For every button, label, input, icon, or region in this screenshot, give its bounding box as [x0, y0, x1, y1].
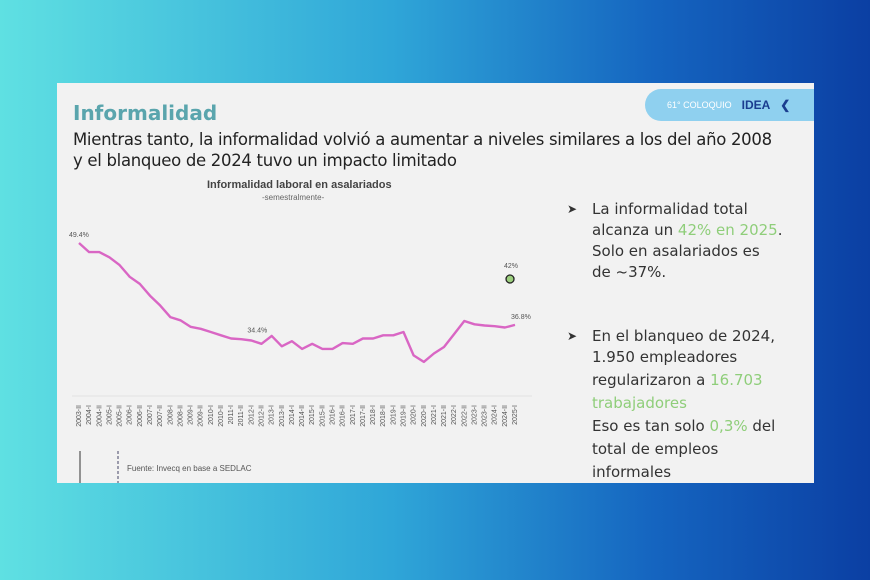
highlight-text: trabajadores [592, 394, 687, 412]
x-tick-label: 2021-I [431, 405, 438, 425]
chart-source: Fuente: Invecq en base a SEDLAC [127, 464, 252, 473]
data-label: 34.4% [247, 328, 267, 335]
x-tick-label: 2019-I [390, 405, 397, 425]
bullet-text: alcanza un [592, 221, 678, 239]
x-tick-label: 2015-I [309, 405, 316, 425]
x-tick-label: 2013-I [269, 405, 276, 425]
x-tick-label: 2009-I [188, 405, 195, 425]
x-tick-label: 2021-II [441, 405, 448, 427]
x-tick-label: 2004-I [86, 405, 93, 425]
bullet-text: Eso es tan solo [592, 417, 710, 435]
data-label: 36.8% [511, 314, 531, 321]
bullet-text: de ~37%. [592, 263, 667, 281]
bullet-line: La informalidad total [592, 199, 783, 220]
x-tick-label: 2019-II [400, 405, 407, 427]
bullet-list: ➤ La informalidad total alcanza un 42% en … [567, 199, 783, 483]
x-tick-label: 2006-I [127, 405, 134, 425]
highlight-text: 16.703 [710, 371, 763, 389]
x-tick-label: 2012-II [259, 405, 266, 427]
event-badge: 61° COLOQUIO IDEA ❮ [645, 89, 814, 121]
bullet-line: de ~37%. [592, 262, 783, 283]
bullet-line: En el blanqueo de 2024, [592, 326, 783, 347]
x-tick-label: 2013-II [279, 405, 286, 427]
chart-subtitle: -semestralmente- [262, 193, 325, 202]
idea-logo: IDEA [741, 98, 771, 112]
x-tick-label: 2011-II [238, 405, 245, 426]
bullet-item: ➤ La informalidad total alcanza un 42% en … [567, 199, 783, 283]
x-tick-label: 2015-II [319, 405, 326, 427]
arrow-bullet-icon: ➤ [567, 329, 578, 343]
x-tick-label: 2008-II [177, 405, 184, 427]
data-label: 49.4% [69, 232, 89, 239]
series-line [78, 242, 516, 364]
highlight-point [505, 274, 515, 284]
arrow-bullet-icon: ➤ [567, 202, 578, 216]
bullet-text: En el blanqueo de 2024, [592, 327, 775, 345]
line-chart: 49.4%34.4%36.8%42%2003-II 2004-I 2004-II 20… [69, 232, 532, 483]
x-tick-label: 2025-I [512, 405, 519, 425]
x-tick-label: 2016-II [340, 405, 347, 427]
x-tick-label: 2022-I [451, 405, 458, 425]
slide-title: Informalidad [73, 101, 218, 125]
x-tick-label: 2024-I [492, 405, 499, 425]
bullet-text: del [747, 417, 776, 435]
highlight-text: 42% en 2025 [677, 221, 778, 239]
x-tick-label: 2014-I [289, 405, 296, 425]
x-tick-label: 2022-II [461, 405, 468, 427]
bullet-text: 1.950 empleadores [592, 348, 738, 366]
x-tick-label: 2005-I [106, 405, 113, 425]
x-tick-label: 2005-II [117, 405, 124, 427]
bullet-line: 1.950 empleadores [592, 347, 783, 368]
x-tick-label: 2010-I [208, 405, 215, 425]
x-tick-label: 2017-I [350, 405, 357, 425]
bullet-line: Eso es tan solo 0,3% del [592, 416, 783, 437]
x-tick-label: 2007-II [157, 405, 164, 427]
bullet-line: regularizaron a 16.703 [592, 370, 783, 391]
x-tick-label: 2003-II [76, 405, 83, 427]
x-tick-label: 2007-I [147, 405, 154, 425]
x-tick-label: 2017-II [360, 405, 367, 427]
x-tick-label: 2024-II [502, 405, 509, 427]
x-tick-label: 2004-II [96, 405, 103, 427]
bullet-line: trabajadores [592, 393, 783, 414]
bullet-line: informales [592, 462, 783, 483]
bullet-text: Solo en asalariados es [592, 242, 760, 260]
subtitle-line: Mientras tanto, la informalidad volvió a… [73, 130, 772, 149]
x-tick-label: 2012-I [248, 405, 255, 425]
bullet-text: La informalidad total [592, 200, 748, 218]
highlight-text: 0,3% [709, 417, 748, 435]
bullet-line: alcanza un 42% en 2025. [592, 220, 783, 241]
slide: Informalidad Mientras tanto, la informal… [57, 83, 814, 483]
x-tick-label: 2018-II [380, 405, 387, 427]
bullet-line: Solo en asalariados es [592, 241, 783, 262]
subtitle-line: y el blanqueo de 2024 tuvo un impacto li… [73, 151, 457, 170]
x-tick-label: 2016-I [330, 405, 337, 425]
chevron-left-icon: ❮ [780, 98, 791, 112]
x-tick-label: 2009-II [198, 405, 205, 427]
x-tick-label: 2023-II [482, 405, 489, 427]
bullet-text: . [777, 221, 783, 239]
x-tick-label: 2018-I [370, 405, 377, 425]
x-tick-label: 2023-I [471, 405, 478, 425]
bullet-text: informales [592, 463, 672, 481]
x-tick-label: 2020-II [421, 405, 428, 427]
bullet-line: total de empleos [592, 439, 783, 460]
x-tick-label: 2010-II [218, 405, 225, 427]
bullet-text: total de empleos [592, 440, 719, 458]
highlight-label: 42% [504, 263, 518, 270]
bullet-text: regularizaron a [592, 371, 711, 389]
bullet-item: ➤ En el blanqueo de 2024, 1.950 empleadore… [567, 326, 783, 483]
badge-text: 61° COLOQUIO [667, 100, 732, 110]
x-tick-label: 2011-I [228, 405, 235, 424]
x-tick-label: 2008-I [167, 405, 174, 425]
x-tick-label: 2014-II [299, 405, 306, 427]
slide-subtitle: Mientras tanto, la informalidad volvió a… [73, 129, 772, 171]
chart-title: Informalidad laboral en asalariados [207, 179, 392, 191]
x-tick-label: 2020-I [411, 405, 418, 425]
x-tick-label: 2006-II [137, 405, 144, 427]
